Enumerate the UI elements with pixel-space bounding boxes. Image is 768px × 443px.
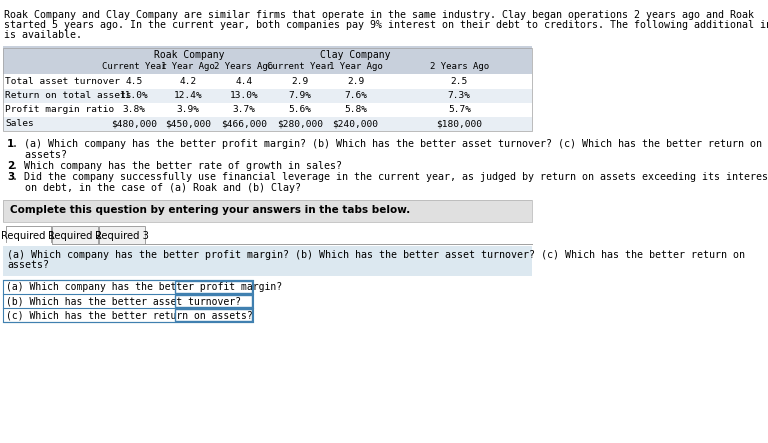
Text: 13.0%: 13.0% bbox=[230, 91, 258, 100]
Bar bbox=[4, 46, 532, 74]
Bar bbox=[4, 48, 532, 131]
Text: assets?: assets? bbox=[7, 150, 67, 160]
Bar bbox=[4, 75, 532, 89]
Text: 5.7%: 5.7% bbox=[448, 105, 471, 114]
Text: Clay Company: Clay Company bbox=[320, 50, 391, 60]
Text: (c) Which has the better return on assets?: (c) Which has the better return on asset… bbox=[5, 310, 253, 320]
Bar bbox=[174, 309, 251, 321]
Text: . Which company has the better rate of growth in sales?: . Which company has the better rate of g… bbox=[12, 161, 342, 171]
Text: 7.3%: 7.3% bbox=[448, 91, 471, 100]
Text: 3.9%: 3.9% bbox=[177, 105, 200, 114]
Bar bbox=[4, 200, 532, 222]
Text: 7.6%: 7.6% bbox=[344, 91, 367, 100]
Text: Roak Company: Roak Company bbox=[154, 50, 225, 60]
Text: 2 Years Ago: 2 Years Ago bbox=[214, 62, 273, 71]
Bar bbox=[5, 226, 51, 244]
Text: Total asset turnover: Total asset turnover bbox=[5, 77, 120, 86]
Text: 5.6%: 5.6% bbox=[288, 105, 311, 114]
Bar bbox=[4, 200, 532, 222]
Text: 3.7%: 3.7% bbox=[233, 105, 255, 114]
Text: is available.: is available. bbox=[4, 30, 82, 40]
Text: 1 Year Ago: 1 Year Ago bbox=[329, 62, 382, 71]
Text: 1 Year Ago: 1 Year Ago bbox=[161, 62, 215, 71]
Text: . (a) Which company has the better profit margin? (b) Which has the better asset: . (a) Which company has the better profi… bbox=[12, 139, 762, 149]
Text: started 5 years ago. In the current year, both companies pay 9% interest on thei: started 5 years ago. In the current year… bbox=[4, 20, 768, 30]
Text: $450,000: $450,000 bbox=[165, 119, 211, 128]
Text: $480,000: $480,000 bbox=[111, 119, 157, 128]
Bar bbox=[4, 308, 532, 322]
Bar bbox=[4, 280, 253, 322]
Bar bbox=[4, 246, 532, 276]
Text: Complete this question by entering your answers in the tabs below.: Complete this question by entering your … bbox=[10, 205, 410, 215]
Text: 5.8%: 5.8% bbox=[344, 105, 367, 114]
Text: Current Year: Current Year bbox=[101, 62, 166, 71]
Bar bbox=[99, 226, 144, 244]
Text: Return on total assets: Return on total assets bbox=[5, 91, 131, 100]
Text: $240,000: $240,000 bbox=[333, 119, 379, 128]
Text: assets?: assets? bbox=[7, 260, 49, 270]
Text: 7.9%: 7.9% bbox=[288, 91, 311, 100]
Bar bbox=[4, 89, 532, 103]
Text: Required 1: Required 1 bbox=[2, 231, 55, 241]
Text: Required 3: Required 3 bbox=[95, 231, 149, 241]
Text: 2 Years Ago: 2 Years Ago bbox=[430, 62, 489, 71]
Text: 1: 1 bbox=[7, 139, 15, 149]
Bar bbox=[99, 226, 144, 244]
Text: 2: 2 bbox=[7, 161, 15, 171]
Text: on debt, in the case of (a) Roak and (b) Clay?: on debt, in the case of (a) Roak and (b)… bbox=[7, 183, 301, 193]
Text: (a) Which company has the better profit margin? (b) Which has the better asset t: (a) Which company has the better profit … bbox=[7, 250, 745, 260]
Bar bbox=[4, 294, 532, 308]
Text: 3.8%: 3.8% bbox=[122, 105, 145, 114]
Text: Required 2: Required 2 bbox=[48, 231, 102, 241]
Text: 3: 3 bbox=[7, 172, 15, 182]
Text: . Did the company successfully use financial leverage in the current year, as ju: . Did the company successfully use finan… bbox=[12, 172, 768, 182]
Text: 2.9: 2.9 bbox=[291, 77, 308, 86]
Text: Current Year: Current Year bbox=[267, 62, 332, 71]
Text: Profit margin ratio: Profit margin ratio bbox=[5, 105, 114, 114]
Bar bbox=[4, 103, 532, 117]
Text: $180,000: $180,000 bbox=[436, 119, 482, 128]
Bar bbox=[4, 280, 532, 294]
Text: 4.2: 4.2 bbox=[179, 77, 197, 86]
Bar bbox=[174, 281, 251, 293]
Bar bbox=[174, 295, 251, 307]
Text: 4.4: 4.4 bbox=[235, 77, 253, 86]
Text: 2.9: 2.9 bbox=[347, 77, 364, 86]
Text: (a) Which company has the better profit margin?: (a) Which company has the better profit … bbox=[5, 282, 282, 292]
Text: Sales: Sales bbox=[5, 119, 34, 128]
Text: (b) Which has the better asset turnover?: (b) Which has the better asset turnover? bbox=[5, 296, 240, 306]
Text: $466,000: $466,000 bbox=[221, 119, 266, 128]
Text: $280,000: $280,000 bbox=[276, 119, 323, 128]
Text: 12.4%: 12.4% bbox=[174, 91, 202, 100]
Text: 2.5: 2.5 bbox=[451, 77, 468, 86]
Text: 4.5: 4.5 bbox=[125, 77, 142, 86]
Text: 11.0%: 11.0% bbox=[119, 91, 148, 100]
Bar bbox=[4, 117, 532, 131]
Bar bbox=[52, 226, 98, 244]
Bar bbox=[52, 226, 98, 244]
Text: Roak Company and Clay Company are similar firms that operate in the same industr: Roak Company and Clay Company are simila… bbox=[4, 10, 754, 20]
